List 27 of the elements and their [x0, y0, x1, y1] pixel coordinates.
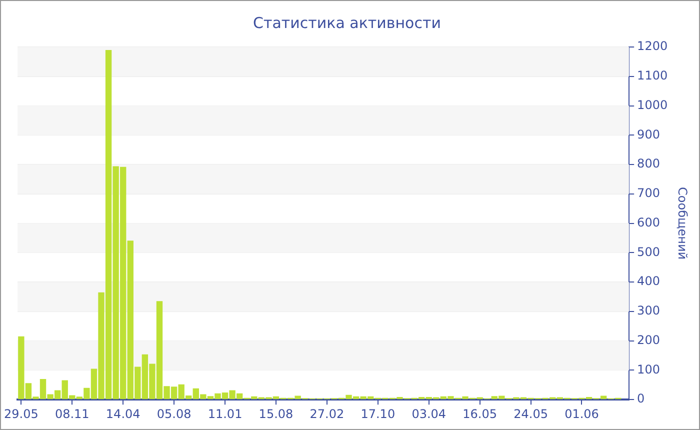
y-tick-label: 300: [637, 304, 660, 318]
x-tick-label: 29.05: [4, 406, 38, 421]
y-tick-label: 900: [637, 127, 660, 142]
y-tick-label: 400: [637, 274, 660, 288]
y-tick-label: 600: [637, 215, 660, 230]
x-tick-label: 08.11: [54, 406, 90, 421]
x-tick-label: 01.06: [564, 406, 599, 421]
x-tick-label: 16.05: [462, 406, 497, 421]
y-tick-label: 1100: [637, 68, 668, 83]
y-tick-label: 200: [637, 332, 660, 347]
y-axis-title: Сообщений: [676, 187, 690, 260]
y-tick-label: 1200: [637, 39, 668, 54]
x-tick-label: 27.02: [310, 406, 344, 421]
x-tick-label: 17.10: [360, 406, 396, 421]
x-tick-label: 24.05: [514, 406, 548, 421]
x-tick-label: 15.08: [258, 406, 294, 421]
y-tick-label: 1000: [637, 98, 668, 112]
y-tick-label: 100: [637, 362, 660, 376]
y-tick-label: 800: [637, 156, 660, 171]
y-tick-label: 500: [637, 244, 660, 259]
y-tick-label: 700: [637, 186, 660, 200]
x-tick-label: 03.04: [412, 406, 446, 421]
y-tick-label: 0: [637, 392, 645, 406]
x-tick-label: 14.04: [106, 406, 140, 421]
x-tick-label: 05.08: [156, 406, 192, 421]
chart-title: Статистика активности: [253, 14, 441, 32]
x-tick-label: 11.01: [208, 406, 242, 421]
